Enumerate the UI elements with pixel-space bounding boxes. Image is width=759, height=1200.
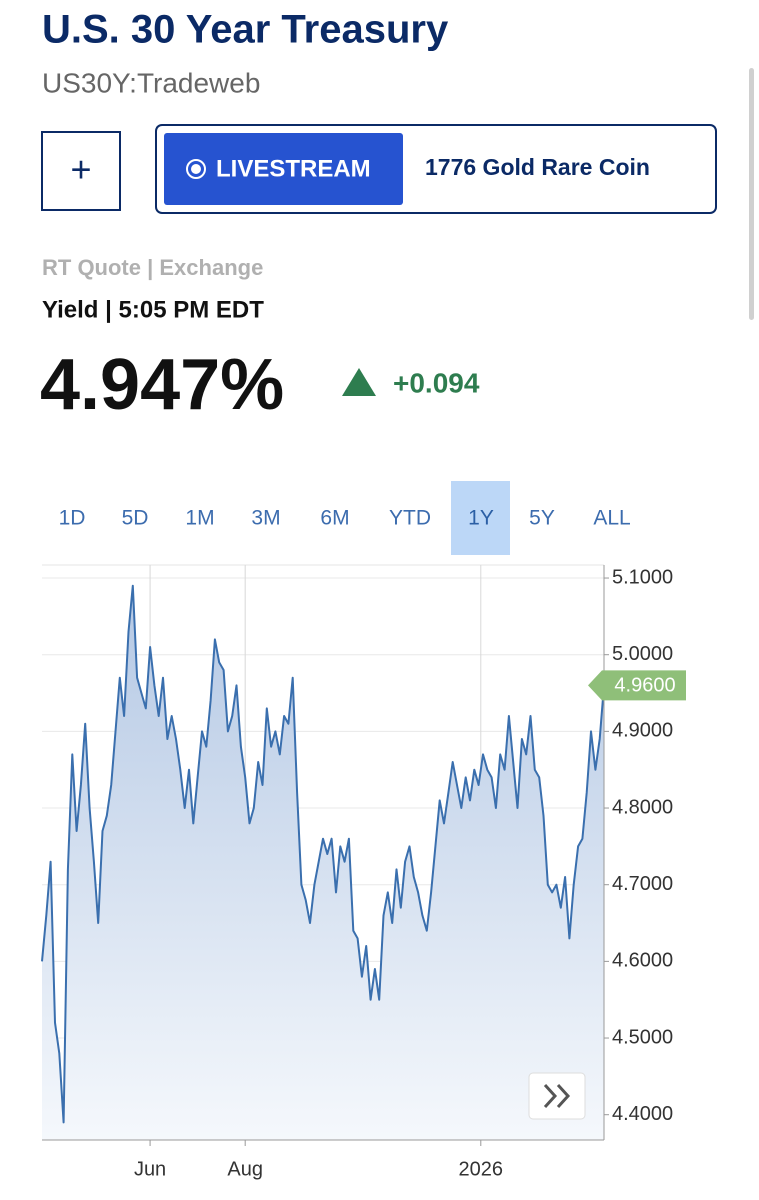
chevron[interactable] [543, 1083, 558, 1109]
chart: 4.4000 4.5000 4.6000 4.7000 4.8000 4.9000 5.00… [41, 564, 686, 1180]
scroll-button[interactable] [528, 1072, 586, 1120]
radio-icon[interactable] [186, 159, 206, 179]
tab-highlight[interactable] [451, 481, 510, 555]
y-tick-label: 4.4000 [612, 1103, 673, 1125]
area-fill [42, 585, 604, 1140]
line [41, 584, 605, 1124]
quote-change: +0.094 [393, 367, 480, 398]
range-tabs: 1D 5D 1M 3M 6M YTD 1Y 5Y ALL [59, 481, 631, 555]
y-tick-label: 5.0000 [612, 643, 673, 665]
x-tick-label: Aug [227, 1158, 263, 1180]
chevron[interactable] [556, 1083, 571, 1109]
range-tab[interactable]: 6M [320, 507, 349, 530]
livestream-bg[interactable] [164, 133, 403, 205]
range-tab[interactable]: ALL [593, 507, 630, 530]
scrollbar [749, 68, 754, 320]
y-tick-label: 5.1000 [612, 566, 673, 588]
last-value-tag [588, 670, 686, 701]
promo-link[interactable]: 1776 Gold Rare Coin [425, 154, 650, 180]
range-tab[interactable]: 1D [59, 507, 86, 530]
range-tab[interactable]: 1Y [468, 507, 494, 530]
y-tick-label: 4.6000 [612, 950, 673, 972]
radio-dot[interactable] [191, 164, 201, 174]
range-tab[interactable]: 3M [251, 507, 280, 530]
up-arrow [342, 368, 376, 396]
quote-price: 4.947% [40, 345, 284, 425]
y-tick-label: 4.8000 [612, 796, 673, 818]
y-tick-label: 4.7000 [612, 873, 673, 895]
x-tick-label: Jun [134, 1158, 166, 1180]
range-tab[interactable]: 1M [185, 507, 214, 530]
quote-time: Yield | 5:05 PM EDT [42, 296, 264, 323]
quote-source: RT Quote | Exchange [42, 255, 263, 280]
range-tab[interactable]: 5D [122, 507, 149, 530]
range-tab[interactable]: 5Y [529, 507, 555, 530]
livestream-label[interactable]: LIVESTREAM [216, 155, 371, 182]
subtitle: US30Y:Tradeweb [42, 67, 260, 98]
x-tick-label: 2026 [459, 1158, 504, 1180]
page-title: U.S. 30 Year Treasury [42, 8, 449, 52]
last-value-label: 4.9600 [614, 675, 675, 697]
y-tick-label: 4.5000 [612, 1026, 673, 1048]
add-button-frame[interactable] [41, 131, 121, 211]
y-tick-label: 4.9000 [612, 720, 673, 742]
add-icon[interactable]: + [70, 149, 91, 190]
add-button[interactable]: + [41, 131, 121, 211]
livestream-button[interactable]: LIVESTREAM [164, 133, 403, 205]
range-tab[interactable]: YTD [389, 507, 431, 530]
